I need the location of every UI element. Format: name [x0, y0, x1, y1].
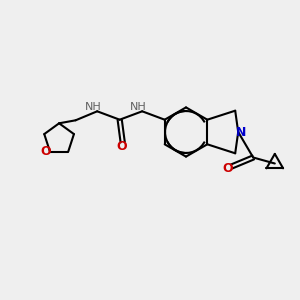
Text: O: O	[40, 145, 51, 158]
Text: NH: NH	[130, 102, 147, 112]
Text: O: O	[116, 140, 127, 153]
Text: O: O	[223, 161, 233, 175]
Text: NH: NH	[85, 102, 102, 112]
Text: N: N	[236, 125, 246, 139]
